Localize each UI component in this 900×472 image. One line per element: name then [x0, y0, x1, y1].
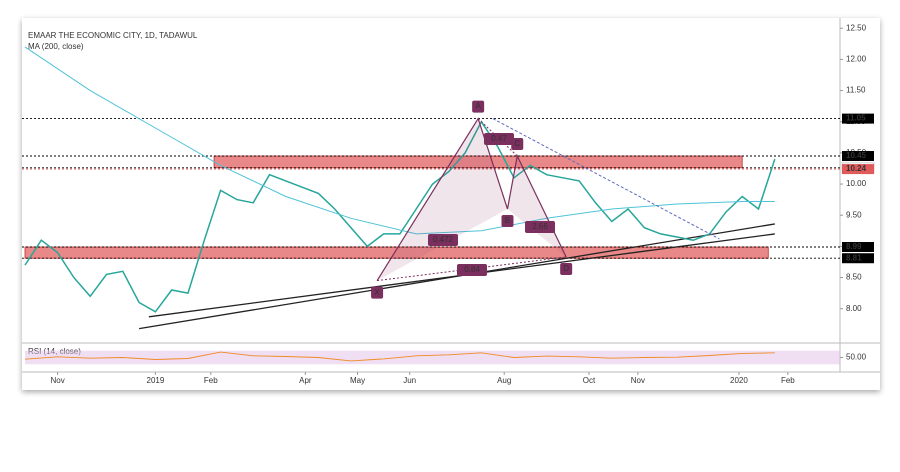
x-tick-label: Feb	[204, 376, 218, 385]
ratio-badge	[525, 221, 555, 233]
x-tick-label: Nov	[631, 376, 645, 385]
y-tick-label: 12.50	[846, 23, 867, 32]
ratio-badge	[484, 133, 514, 145]
x-tick-label: Jun	[403, 376, 416, 385]
y-tick-label: 8.00	[846, 304, 862, 313]
y-tick-label: 9.50	[846, 210, 862, 219]
pattern-fill	[377, 118, 508, 281]
x-tick-label: 2019	[147, 376, 165, 385]
pattern-badge	[501, 214, 514, 227]
x-tick-label: Aug	[497, 376, 511, 385]
level-label: 8.99	[846, 242, 862, 251]
level-badge	[842, 242, 874, 253]
pattern-badge	[371, 286, 384, 299]
ratio-label: 0.472	[433, 235, 454, 244]
pattern-diag	[477, 118, 518, 157]
level-label: 8.81	[846, 253, 862, 262]
pattern-badge	[472, 100, 485, 113]
ma-legend: MA (200, close)	[28, 42, 84, 51]
frame	[22, 18, 880, 390]
level-label: 10.45	[846, 151, 867, 160]
level-label: 10.24	[846, 164, 867, 173]
rsi-band	[25, 350, 840, 365]
y-tick-label: 10.00	[846, 179, 867, 188]
pattern-point-label: C	[514, 139, 520, 148]
ratio-badge	[457, 264, 487, 276]
pattern-point-label: D	[563, 264, 569, 273]
pattern-legs	[376, 117, 567, 281]
ratio-label: 2.66	[532, 222, 548, 231]
x-tick-label: 2020	[730, 376, 748, 385]
price-line	[24, 120, 776, 313]
level-badge	[842, 253, 874, 264]
chart-title: EMAAR THE ECONOMIC CITY, 1D, TADAWUL	[28, 31, 198, 40]
level-badge	[842, 113, 874, 124]
pattern-point-label: B	[505, 216, 510, 225]
level-badge	[842, 151, 874, 162]
rsi-tick-label: 50.00	[846, 353, 867, 362]
ratio-label: 0.84	[464, 265, 480, 274]
projection-line	[492, 118, 720, 240]
y-tick-label: 11.50	[846, 86, 866, 95]
x-tick-label: May	[350, 376, 365, 385]
y-tick-label: 12.00	[846, 55, 867, 64]
x-tick-label: Nov	[50, 376, 64, 385]
y-tick-label: 8.50	[846, 273, 862, 282]
pattern-badge	[560, 262, 573, 275]
ratio-badge	[428, 234, 458, 246]
pattern-point-label: X	[374, 288, 380, 297]
ma-line	[24, 46, 775, 235]
x-tick-label: Feb	[781, 376, 795, 385]
zone	[24, 246, 769, 259]
level-badge	[842, 164, 874, 175]
x-tick-label: Oct	[583, 376, 596, 385]
ratio-label: 0.47	[491, 134, 507, 143]
pattern-point-label: A	[475, 102, 481, 111]
x-tick-label: Apr	[299, 376, 312, 385]
pattern-badge	[511, 138, 524, 151]
rsi-line	[24, 351, 775, 362]
level-label: 11.05	[846, 114, 866, 123]
